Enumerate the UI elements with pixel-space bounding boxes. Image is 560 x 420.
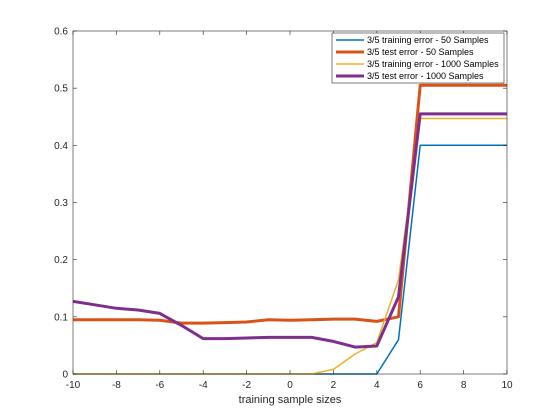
y-tick-label: 0.5 [54, 84, 68, 95]
plot-area [73, 31, 507, 374]
x-tick-label: 8 [461, 380, 467, 391]
legend-label-4: 3/5 test error - 1000 Samples [367, 71, 484, 81]
x-tick-label: -4 [199, 380, 208, 391]
y-tick-label: 0.1 [54, 312, 68, 323]
x-axis-label: training sample sizes [239, 394, 342, 406]
x-tick-label: -10 [66, 380, 81, 391]
series-line-2 [73, 83, 507, 325]
x-tick-label: 4 [374, 380, 380, 391]
y-axis: 0 0.1 0.2 0.3 0.4 0.5 0.6 [54, 27, 507, 381]
x-tick-label: -8 [112, 380, 121, 391]
legend-label-1: 3/5 training error - 50 Samples [367, 35, 489, 45]
legend-label-3: 3/5 training error - 1000 Samples [367, 59, 499, 69]
y-tick-label: 0.6 [54, 27, 68, 38]
x-tick-label: 2 [331, 380, 337, 391]
x-tick-label: -2 [242, 380, 251, 391]
y-tick-label: 0.3 [54, 198, 68, 209]
x-axis: -10 -8 -6 -4 -2 0 2 4 6 8 10 [66, 31, 513, 391]
x-tick-label: -6 [155, 380, 164, 391]
y-tick-label: 0.4 [54, 141, 68, 152]
x-tick-label: 0 [287, 380, 293, 391]
series-line-4 [72, 112, 507, 349]
legend-label-2: 3/5 test error - 50 Samples [367, 47, 474, 57]
x-tick-label: 10 [501, 380, 513, 391]
x-tick-label: 6 [417, 380, 423, 391]
y-tick-label: 0.2 [54, 255, 68, 266]
y-tick-label: 0 [62, 370, 68, 381]
legend: 3/5 training error - 50 Samples 3/5 test … [331, 32, 505, 84]
